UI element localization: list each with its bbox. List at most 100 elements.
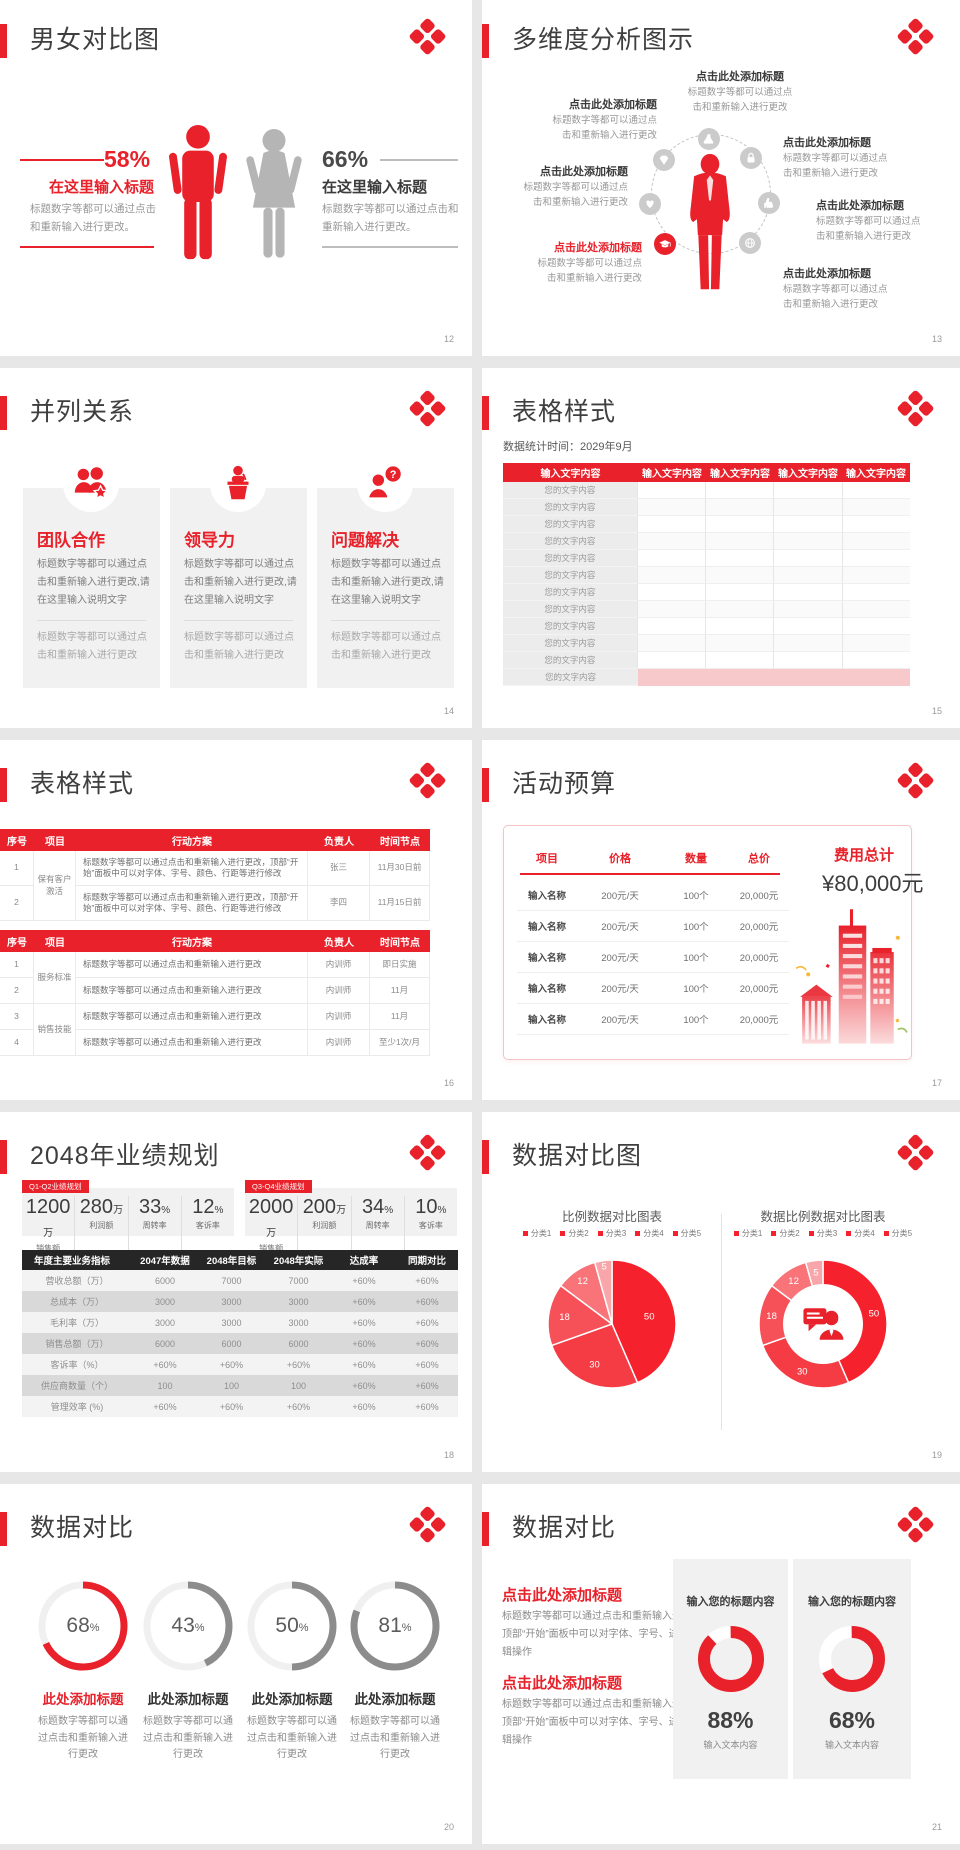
kpi-cell: 管理效率 (%) [50, 1402, 104, 1412]
slide-19-data-comparison-charts[interactable]: 数据对比图 比例数据对比图表 数据比例数据对比图表 分类1 分类2 分类3 分类4 分类… [482, 1112, 960, 1472]
diamond-icon [653, 149, 675, 171]
feature-body: 标题数字等都可以通过点击和重新输入进行更改,请在这里输入说明文字 [331, 559, 444, 606]
empty-cell [705, 567, 774, 584]
brand-logo-icon [897, 1506, 934, 1543]
empty-cell [705, 516, 774, 533]
item-body: 标题数字等都可以通过点 [523, 182, 628, 193]
slide-20-data-comparison-rings[interactable]: 数据对比 68% 此处添加标题 标题数字等都可以通过点击和重新输入进行更改 43% 此… [0, 1484, 472, 1844]
empty-cell [636, 533, 705, 550]
empty-cell [773, 516, 842, 533]
cell-action: 标题数字等都可以通过点击和重新输入进行更改，顶部“开始”面板中可以对字体、字号、… [76, 851, 308, 886]
empty-cell [773, 482, 842, 499]
slide-12-male-female-comparison[interactable]: 男女对比图 58% 在这里输入标题 标题数字等都可以通过点击和重新输入进行更改。… [0, 0, 472, 356]
brand-logo-icon [897, 390, 934, 427]
cell-time: 11月 [370, 1004, 430, 1030]
table-header-cell: 输入文字内容 [710, 469, 770, 480]
stat-label: 客诉率 [418, 1221, 443, 1230]
legend-item: 分类3 [597, 1228, 626, 1239]
progress-ring-svg [38, 1581, 128, 1671]
table-header-cell: 序号 [0, 829, 34, 851]
heart-icon [639, 193, 661, 215]
kpi-cell: +60% [153, 1401, 177, 1412]
stat-value: 200万 [302, 1196, 347, 1218]
chart-legend-right: 分类1 分类2 分类3 分类4 分类5 [708, 1228, 938, 1239]
empty-cell [841, 533, 910, 550]
stat-suffix: % [161, 1205, 171, 1216]
page-title: 并列关系 [30, 398, 135, 426]
stat-left-pct: 58% [104, 146, 151, 172]
item-title: 点击此处添加标题 [569, 99, 657, 111]
feature-card [170, 488, 307, 688]
item-body: 击和重新输入进行更改 [546, 273, 642, 284]
slide-13-multidimensional-analysis[interactable]: 多维度分析图示 点击此处添加标题 标题数字等都可以通过点 击和重新输入进行更改 点击此… [482, 0, 960, 356]
cell-group: 销售技能 [34, 1004, 76, 1056]
budget-cell: 20,000元 [739, 953, 779, 964]
kpi-cell: +60% [352, 1401, 376, 1412]
table-row: 您的文字内容 [503, 482, 910, 499]
kpi-cell: 总成本（万） [49, 1297, 104, 1307]
kpi-cell: 100 [223, 1380, 240, 1391]
empty-cell [705, 635, 774, 652]
slide-14-parallel-relationship[interactable]: 并列关系 团队合作 标题数字等都可以通过点击和重新输入进行更改,请在这里输入说明… [0, 368, 472, 728]
stat-item: 200万 利润额 [297, 1196, 350, 1254]
legend-item: 分类1 [522, 1228, 552, 1239]
stat-label: 销售额 [259, 1244, 284, 1253]
budget-header-cell: 总价 [748, 853, 770, 865]
diagram-text-item: 点击此处添加标题 标题数字等都可以通过点 击和重新输入进行更改 [783, 136, 903, 181]
feature-body2: 标题数字等都可以通过点击和重新输入进行更改 [331, 632, 441, 661]
kpi-cell: 6000 [154, 1338, 176, 1349]
cell-action: 标题数字等都可以通过点击和重新输入进行更改 [76, 1030, 308, 1056]
cell-no: 4 [0, 1030, 34, 1056]
problem-solving-icon [357, 456, 413, 512]
leadership-icon [210, 456, 266, 512]
budget-cell: 200元/天 [601, 953, 639, 964]
female-icon [245, 128, 303, 258]
item-body: 标题数字等都可以通过点击和重新输入进行更改 [247, 1716, 337, 1760]
empty-cell [705, 584, 774, 601]
kpi-row: 毛利率（万） 3000 3000 3000 +60% +60% [22, 1312, 458, 1333]
brand-logo-icon [897, 1134, 934, 1171]
stat-item: 280万 利润额 [74, 1196, 127, 1254]
budget-cell: 输入名称 [527, 891, 566, 902]
empty-cell [705, 499, 774, 516]
budget-row: 输入名称 200元/天 100个 20,000元 [517, 973, 789, 1004]
item-title: 点击此处添加标题 [696, 71, 784, 83]
item-title: 点击此处添加标题 [554, 242, 642, 254]
feature-card [317, 488, 454, 688]
table-header-cell: 项目 [34, 829, 76, 851]
comparison-item: 81% 此处添加标题 标题数字等都可以通过点击和重新输入进行更改 [345, 1578, 445, 1764]
slide-21-data-comparison-donuts[interactable]: 数据对比 点击此处添加标题 标题数字等都可以通过点击和重新输入进行更改，顶部“开… [482, 1484, 960, 1844]
kpi-cell: +60% [415, 1296, 439, 1307]
stat-value: 280万 [79, 1196, 124, 1218]
kpi-cell: 100 [290, 1380, 307, 1391]
table-header-row: 输入文字内容 输入文字内容 输入文字内容 输入文字内容 输入文字内容 [503, 463, 910, 482]
slide-17-activity-budget[interactable]: 活动预算 项目 价格 数量 总价 输入名称 200元/天 100个 20,000元 输入名称 2… [482, 740, 960, 1100]
buildings-illustration [796, 908, 908, 1045]
lock-icon [740, 147, 762, 169]
svg-text:30: 30 [797, 1367, 808, 1378]
kpi-cell: 6000 [221, 1338, 242, 1349]
title-accent-bar [0, 768, 7, 802]
kpi-header-cell: 2048年实际 [273, 1256, 324, 1267]
slide-18-performance-plan[interactable]: 2048年业绩规划 Q1-Q2业绩规划 1200万 销售额 280万 利润额 33% 周转率… [0, 1112, 472, 1472]
action-plan-table-2: 序号 项目 行动方案 负责人 时间节点 1 服务标准 标题数字等都可以通过点击和重新输入进行更… [0, 930, 430, 1056]
page-number: 13 [931, 334, 942, 344]
kpi-cell: 3000 [154, 1317, 176, 1328]
row-label-cell: 您的文字内容 [503, 669, 638, 686]
kpi-cell: +60% [352, 1359, 376, 1370]
kpi-cell: +60% [352, 1296, 376, 1307]
feature-body2: 标题数字等都可以通过点击和重新输入进行更改 [37, 632, 147, 661]
cell-no: 2 [0, 886, 34, 921]
kpi-header-cell: 2048年目标 [206, 1256, 257, 1267]
page-number: 18 [443, 1450, 454, 1460]
empty-cell [841, 635, 910, 652]
legend-label: 分类5 [680, 1229, 702, 1238]
empty-cell [636, 601, 705, 618]
cell-action: 标题数字等都可以通过点击和重新输入进行更改 [76, 952, 308, 978]
budget-cell: 100个 [683, 984, 709, 995]
legend-item: 分类3 [808, 1228, 837, 1239]
slide-16-table-style[interactable]: 表格样式 序号 项目 行动方案 负责人 时间节点 1 保有客户激活 标题数字等都可以通过点击和… [0, 740, 472, 1100]
legend-label: 分类1 [530, 1229, 552, 1238]
slide-15-table-style[interactable]: 表格样式 数据统计时间：2029年9月 输入文字内容 输入文字内容 输入文字内容 输入… [482, 368, 960, 728]
kpi-cell: 3000 [288, 1296, 309, 1307]
